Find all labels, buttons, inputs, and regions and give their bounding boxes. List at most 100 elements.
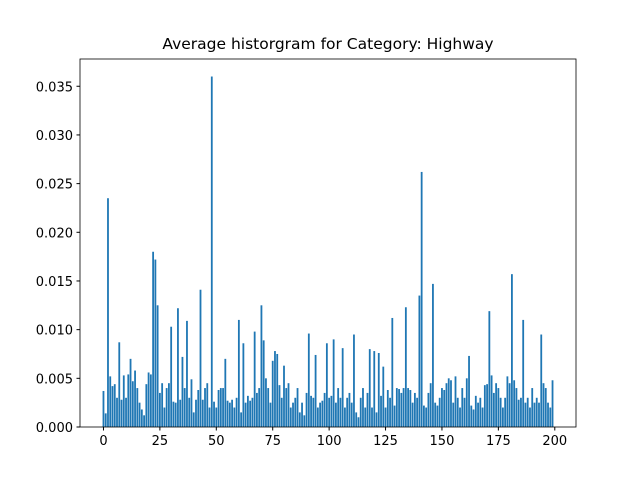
bar [348,392,351,427]
bar [402,388,405,427]
bar [377,353,380,427]
bar [459,407,461,427]
bar [477,402,479,427]
y-tick-label: 0.005 [36,372,73,387]
bar [251,397,254,427]
bar [109,376,112,427]
y-tick-label: 0.000 [36,421,73,436]
bar [102,390,105,427]
bar [375,412,378,427]
bar [366,392,369,427]
x-tick-label: 125 [373,434,398,449]
bar [285,388,288,427]
bar [138,402,141,427]
bar [384,407,387,427]
bar [240,412,243,427]
bar [258,388,261,427]
bar [298,412,301,427]
bar [204,388,206,427]
bar [492,392,495,427]
bar [362,388,364,427]
bar [495,383,498,427]
bar [156,305,159,427]
bar [538,402,540,427]
bar [535,397,538,427]
bar [174,402,177,427]
bar [122,375,125,427]
bar [443,390,446,427]
bar [280,397,283,427]
bar [152,251,155,427]
bar [488,311,491,427]
bar [172,401,175,427]
bar [382,366,385,427]
bar [129,358,132,427]
bar [517,399,520,427]
bar [542,383,545,427]
bar [447,378,450,427]
bar [357,417,360,427]
bar [244,402,247,427]
bar [522,319,525,427]
bar [269,402,272,427]
bar [359,397,362,427]
bar [420,171,423,427]
bar [344,407,346,427]
bar [289,407,292,427]
bar [283,365,285,427]
x-tick-label: 175 [486,434,511,449]
bar [404,307,407,427]
bar [524,402,527,427]
bar [125,397,127,427]
bar [249,400,252,427]
bar [373,351,376,427]
bar [400,392,403,427]
bar [413,392,416,427]
bar [161,383,164,427]
bar [253,331,256,427]
bar [549,407,552,427]
bar [303,415,306,427]
bar [186,320,188,427]
bar [120,399,123,427]
bar [222,388,224,427]
bar [486,384,488,427]
bar [395,388,398,427]
bar [544,388,547,427]
bar [147,372,150,427]
bar [118,342,121,427]
bar [425,407,428,427]
bar [461,388,464,427]
bar [332,339,335,427]
bar [233,407,236,427]
bar [483,385,486,427]
x-tick-label: 0 [99,434,107,449]
bar [136,388,139,427]
bar [276,353,279,427]
bar [416,397,419,427]
y-tick-label: 0.025 [36,178,73,193]
bar [287,383,290,427]
bar [224,358,227,427]
bar [190,379,193,427]
bar [208,407,211,427]
bar [468,355,470,427]
bar [131,381,134,427]
bar [515,388,518,427]
bar [188,397,191,427]
x-tick-label: 25 [152,434,169,449]
bar [111,386,114,427]
bar [355,412,358,427]
bar [441,388,443,427]
bar [301,402,303,427]
bar [113,384,116,427]
bar [310,395,312,427]
bar [314,354,317,427]
chart-title: Average historgram for Category: Highway [162,35,493,53]
bar [134,370,136,427]
bar [319,402,322,427]
y-tick-label: 0.035 [36,80,73,95]
bar [165,388,168,427]
bar [271,360,274,427]
bar [104,413,107,427]
